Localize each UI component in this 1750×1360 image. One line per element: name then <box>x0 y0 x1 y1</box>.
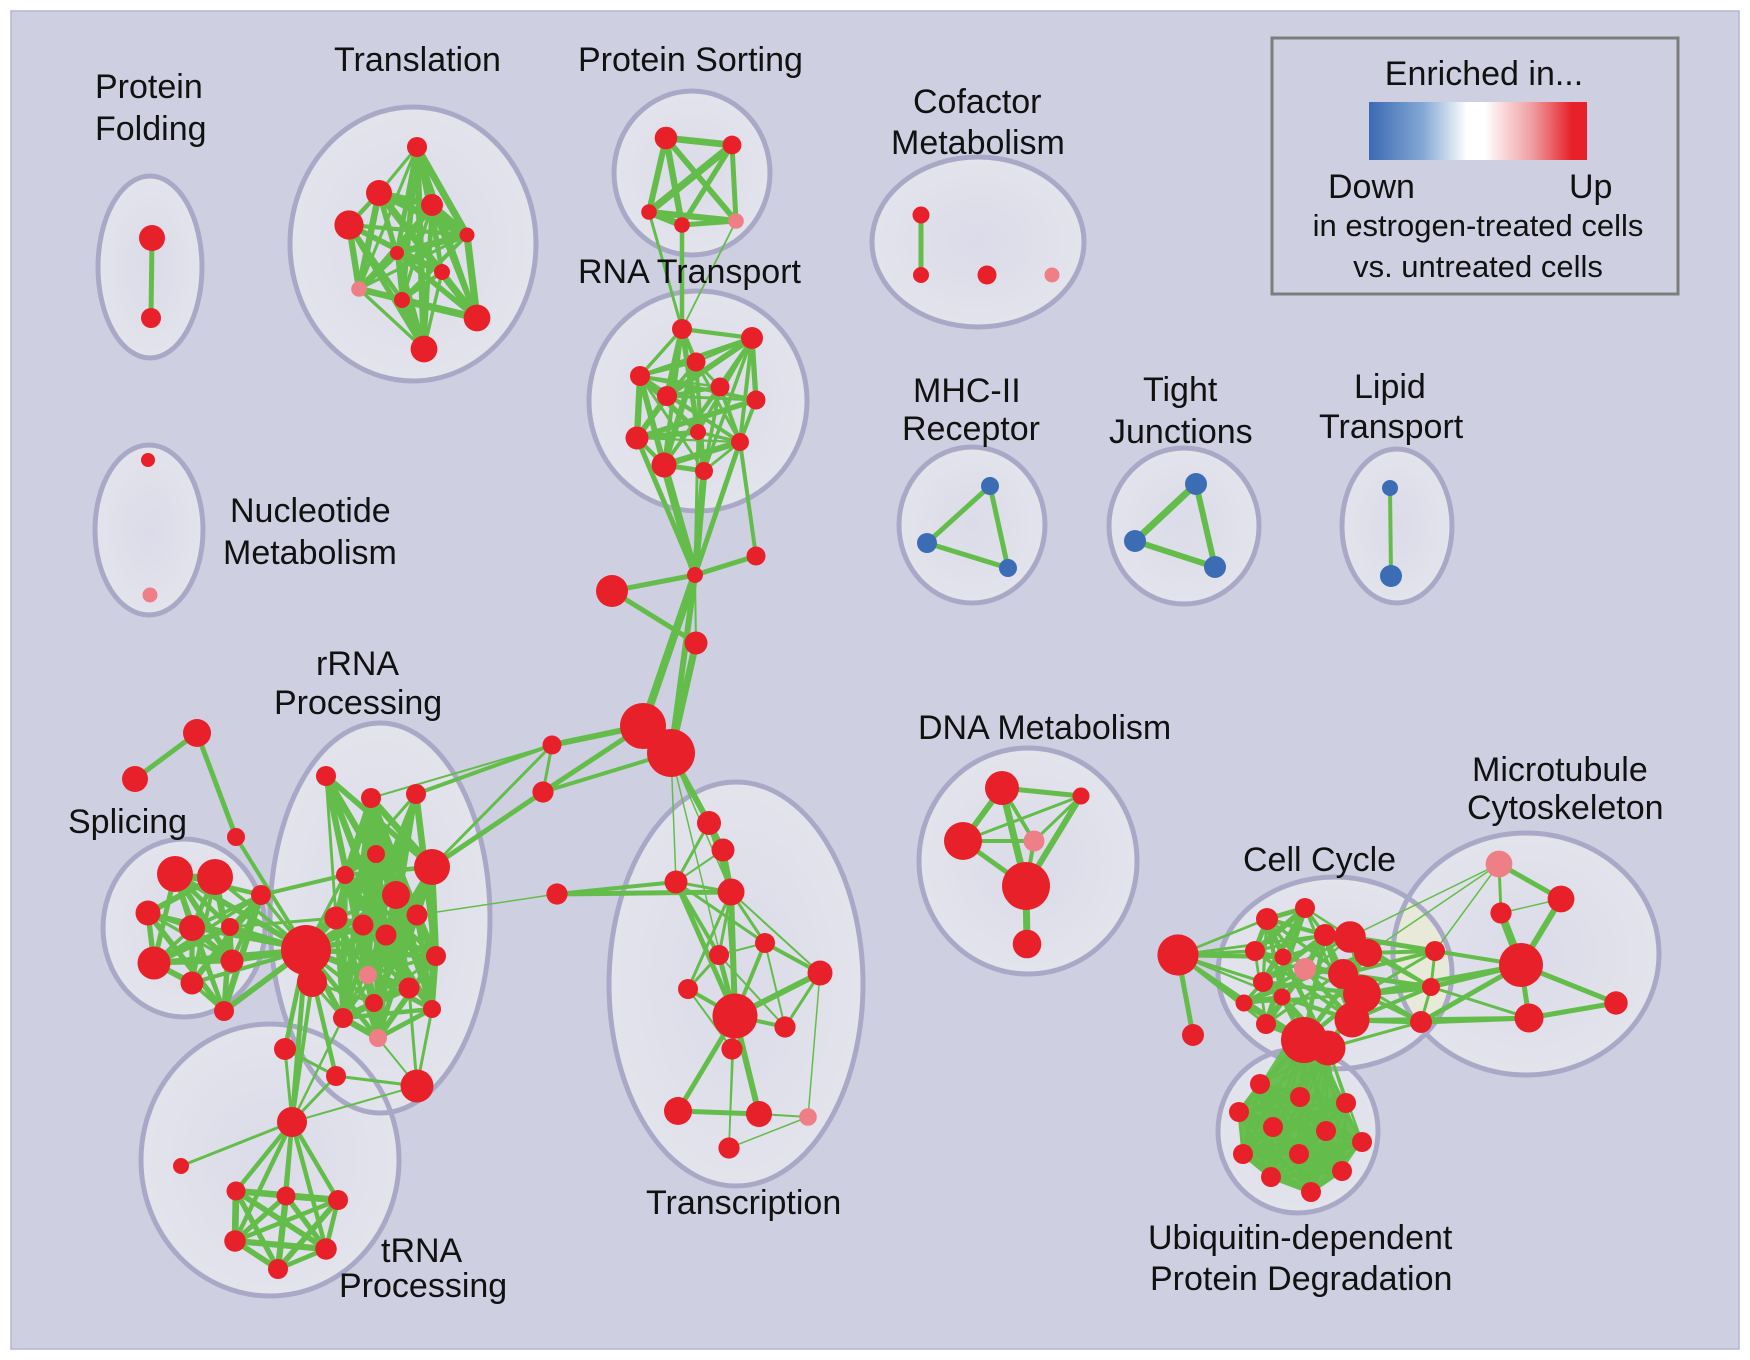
svg-text:Folding: Folding <box>95 110 207 148</box>
svg-text:Transcription: Transcription <box>646 1184 841 1222</box>
svg-text:Up: Up <box>1569 168 1612 206</box>
svg-text:Protein Sorting: Protein Sorting <box>578 41 803 79</box>
svg-text:Nucleotide: Nucleotide <box>230 492 391 530</box>
svg-text:Processing: Processing <box>274 684 442 722</box>
svg-text:Microtubule: Microtubule <box>1472 751 1648 789</box>
svg-text:Protein: Protein <box>95 68 203 106</box>
svg-text:Enriched in...: Enriched in... <box>1385 55 1583 93</box>
svg-text:MHC-II: MHC-II <box>913 372 1021 410</box>
svg-text:Junctions: Junctions <box>1109 413 1253 451</box>
svg-text:Translation: Translation <box>334 41 501 79</box>
svg-text:RNA Transport: RNA Transport <box>578 253 802 291</box>
svg-text:DNA Metabolism: DNA Metabolism <box>918 709 1171 747</box>
svg-text:Splicing: Splicing <box>68 803 187 841</box>
svg-text:Cell Cycle: Cell Cycle <box>1243 841 1396 879</box>
svg-text:Protein Degradation: Protein Degradation <box>1150 1260 1452 1298</box>
svg-text:Ubiquitin-dependent: Ubiquitin-dependent <box>1148 1219 1453 1257</box>
svg-text:Metabolism: Metabolism <box>891 124 1065 162</box>
svg-text:vs. untreated cells: vs. untreated cells <box>1353 249 1603 284</box>
svg-text:Processing: Processing <box>339 1267 507 1305</box>
svg-text:Cytoskeleton: Cytoskeleton <box>1467 789 1664 827</box>
svg-text:Lipid: Lipid <box>1354 368 1426 406</box>
svg-text:Transport: Transport <box>1319 408 1464 446</box>
svg-text:Metabolism: Metabolism <box>223 534 397 572</box>
svg-text:rRNA: rRNA <box>316 645 399 683</box>
svg-text:Down: Down <box>1328 168 1415 206</box>
svg-text:in estrogen-treated cells: in estrogen-treated cells <box>1313 208 1644 243</box>
svg-text:tRNA: tRNA <box>381 1232 463 1270</box>
svg-text:Cofactor: Cofactor <box>913 83 1042 121</box>
svg-text:Tight: Tight <box>1143 371 1218 409</box>
svg-text:Receptor: Receptor <box>902 410 1040 448</box>
